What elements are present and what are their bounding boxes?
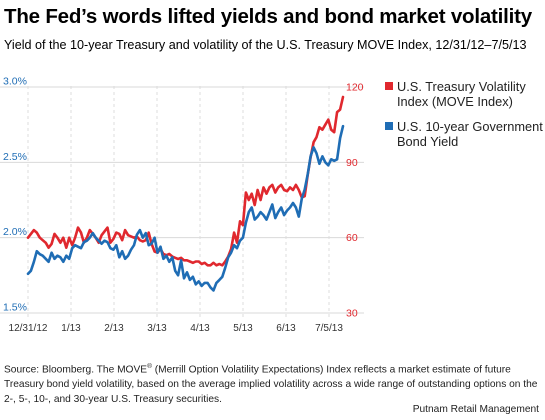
y-right-tick-label: 90 xyxy=(346,157,358,169)
legend-label: Bond Yield xyxy=(397,134,458,149)
x-tick-label: 7/5/13 xyxy=(315,323,343,334)
legend-swatch xyxy=(385,82,393,90)
y-right-tick-label: 60 xyxy=(346,232,358,244)
x-tick-label: 5/13 xyxy=(233,323,253,334)
chart-title: The Fed’s words lifted yields and bond m… xyxy=(4,5,532,28)
x-tick-label: 1/13 xyxy=(61,323,81,334)
source-note: Source: Bloomberg. The MOVE® (Merrill Op… xyxy=(4,359,539,407)
source-note-body: (Merrill Option Volatility Expectations)… xyxy=(4,364,538,406)
x-tick-label: 2/13 xyxy=(104,323,124,334)
series-line-bond-yield xyxy=(26,124,345,292)
y-left-tick-label: 2.5% xyxy=(3,151,27,163)
credit-line: Putnam Retail Management xyxy=(412,404,539,415)
x-tick-label: 4/13 xyxy=(190,323,210,334)
legend-swatch xyxy=(385,122,393,130)
y-left-tick-label: 1.5% xyxy=(3,302,27,314)
x-tick-label: 6/13 xyxy=(276,323,296,334)
legend-label: U.S. 10-year Government xyxy=(397,119,543,134)
source-note-lead: Source: Bloomberg. The MOVE xyxy=(4,364,148,376)
chart-subtitle: Yield of the 10-year Treasury and volati… xyxy=(4,38,527,52)
y-left-tick-label: 3.0% xyxy=(3,76,27,88)
series-line-move-index xyxy=(26,95,345,267)
registered-mark: ® xyxy=(147,363,152,370)
x-tick-label: 3/13 xyxy=(147,323,167,334)
y-right-tick-label: 30 xyxy=(346,308,358,320)
legend-label: U.S. Treasury Volatility xyxy=(397,79,526,94)
legend-label: Index (MOVE Index) xyxy=(397,94,513,109)
y-right-tick-label: 120 xyxy=(346,82,364,94)
x-tick-label: 12/31/12 xyxy=(9,323,48,334)
chart-canvas: 1.5% 2.0% 2.5% 3.0% 30 60 90 120 12/31/12 1/13 2/1… xyxy=(0,76,543,334)
y-left-tick-label: 2.0% xyxy=(3,226,27,238)
